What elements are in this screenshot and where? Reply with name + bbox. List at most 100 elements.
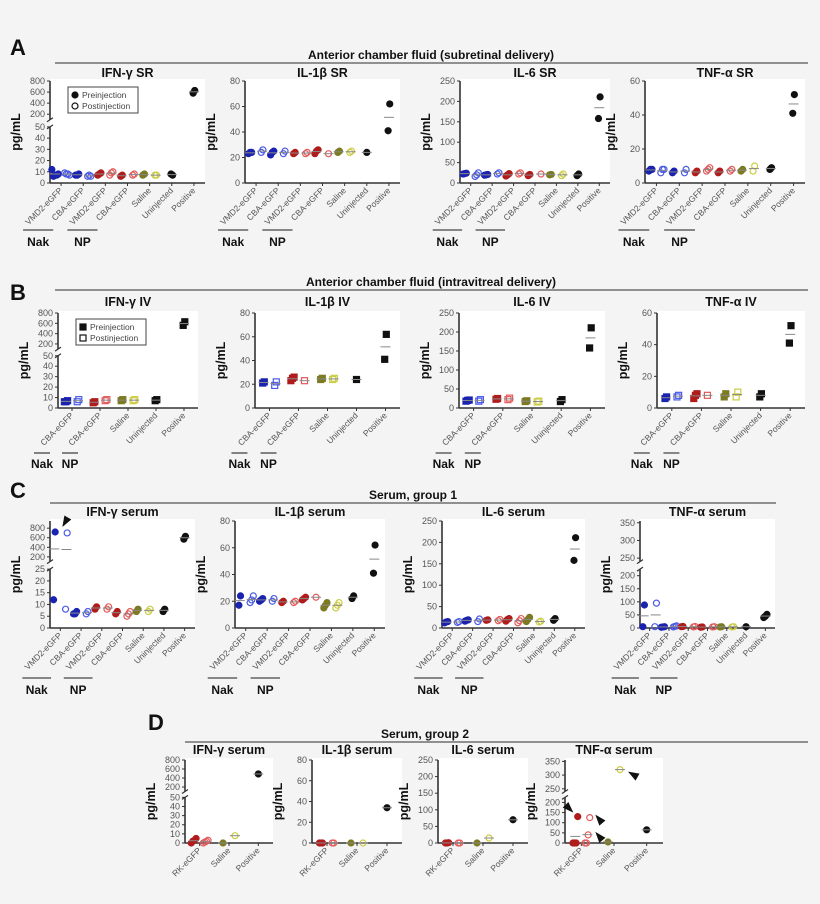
y-tick-label: 150: [418, 788, 433, 798]
y-tick-label: 50: [427, 602, 437, 612]
panel-letter: A: [10, 35, 26, 60]
y-tick-label: 100: [418, 805, 433, 815]
group-label: Nak: [211, 683, 233, 697]
chart-a1: IFN-γ SRpg/mL01020304050200400600800VMD2…: [9, 66, 205, 249]
data-point: [596, 93, 604, 101]
chart-title: IFN-γ SR: [101, 66, 153, 80]
plot-area: [255, 311, 400, 408]
data-point: [739, 165, 747, 173]
data-point: [504, 396, 512, 404]
group-label: Nak: [631, 457, 653, 471]
y-tick-label: 0: [302, 838, 307, 848]
y-axis-label: pg/mL: [616, 341, 630, 379]
data-point: [516, 169, 524, 177]
y-tick-label: 800: [38, 308, 53, 318]
y-tick-label: 150: [439, 346, 454, 356]
data-point: [757, 390, 766, 398]
panel-letter: D: [148, 710, 164, 735]
y-tick-label: 350: [545, 756, 560, 766]
plot-area: [438, 758, 528, 843]
data-point: [109, 168, 117, 176]
data-point: [350, 592, 358, 600]
y-tick-label: 100: [422, 580, 437, 590]
group-label: Nak: [436, 235, 458, 249]
data-point: [63, 529, 71, 537]
data-point: [235, 601, 243, 609]
y-tick-label: 40: [35, 133, 45, 143]
section-a: A Anterior chamber fluid (subretinal deli…: [9, 35, 808, 249]
y-tick-label: 600: [38, 318, 53, 328]
y-tick-label: 80: [240, 308, 250, 318]
data-point: [587, 324, 595, 332]
legend-postinjection: Postinjection: [90, 333, 138, 343]
y-tick-label: 150: [620, 584, 635, 594]
data-point: [639, 623, 647, 631]
data-point: [558, 172, 566, 180]
y-axis-label: pg/mL: [418, 341, 432, 379]
y-tick-label: 150: [422, 559, 437, 569]
data-point: [181, 532, 190, 540]
data-point: [318, 374, 326, 382]
group-label: Nak: [417, 683, 439, 697]
data-point: [134, 605, 142, 613]
group-label: NP: [257, 683, 274, 697]
data-point: [71, 91, 79, 99]
arrowhead-icon: [595, 814, 606, 826]
group-label: NP: [260, 457, 277, 471]
data-point: [371, 541, 379, 549]
plot-area: [235, 519, 385, 628]
group-label: NP: [269, 235, 286, 249]
y-tick-label: 50: [445, 158, 455, 168]
chart-title: TNF-α serum: [575, 743, 652, 757]
legend-preinjection: Preinjection: [90, 322, 135, 332]
data-point: [674, 391, 683, 399]
axis-break-mark: [46, 117, 54, 123]
y-tick-label: 400: [30, 542, 45, 552]
data-point: [290, 373, 298, 381]
panel-letter: B: [10, 280, 26, 305]
y-axis-label: pg/mL: [524, 782, 538, 820]
y-tick-label: 15: [35, 588, 45, 598]
y-tick-label: 200: [440, 96, 455, 106]
data-point: [575, 170, 583, 178]
data-point: [494, 617, 502, 625]
y-tick-label: 100: [440, 137, 455, 147]
data-point: [259, 146, 267, 154]
section-title: Serum, group 1: [369, 488, 457, 502]
y-axis-label: pg/mL: [9, 113, 23, 151]
group-label: Nak: [614, 683, 636, 697]
y-tick-label: 5: [40, 611, 45, 621]
plot-area: [245, 79, 400, 183]
y-tick-label: 60: [220, 543, 230, 553]
data-point: [693, 167, 701, 175]
data-point: [260, 378, 268, 386]
y-tick-label: 30: [35, 144, 45, 154]
data-point: [91, 398, 99, 406]
data-point: [323, 598, 331, 607]
arrowhead-icon: [595, 831, 606, 843]
data-point: [594, 114, 603, 123]
data-point: [722, 390, 730, 398]
data-point: [585, 344, 594, 352]
y-tick-label: 20: [297, 817, 307, 827]
data-point: [259, 594, 267, 603]
y-tick-label: 0: [450, 178, 455, 188]
y-tick-label: 50: [423, 821, 433, 831]
panel-letter: C: [10, 478, 26, 503]
data-point: [97, 169, 105, 177]
data-point: [104, 603, 113, 611]
axis-break-mark: [46, 559, 54, 565]
data-point: [79, 323, 87, 331]
data-point: [475, 397, 483, 405]
y-tick-label: 0: [225, 623, 230, 633]
axis-break-mark: [54, 353, 62, 359]
y-tick-label: 60: [240, 332, 250, 342]
axis-break-mark: [181, 789, 189, 795]
y-tick-label: 400: [165, 773, 180, 783]
chart-title: TNF-α IV: [705, 295, 757, 309]
data-point: [648, 165, 656, 173]
y-axis-label: pg/mL: [9, 555, 23, 593]
y-tick-label: 50: [550, 828, 560, 838]
